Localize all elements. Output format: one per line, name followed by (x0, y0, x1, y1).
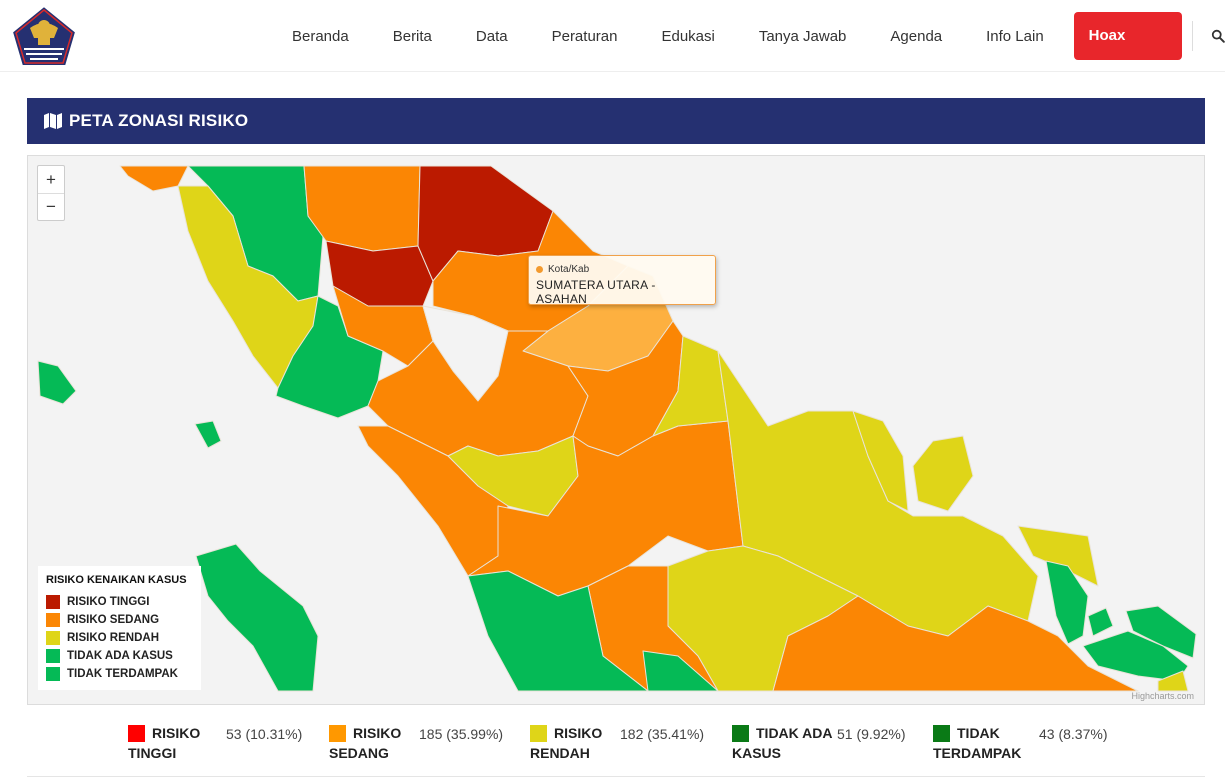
map-canvas[interactable] (28, 156, 1205, 705)
risk-stats: RISIKO TINGGI 53 (10.31%) RISIKO SEDANG … (0, 718, 1225, 768)
stat-label: RISIKO (152, 725, 201, 741)
region-orange[interactable] (119, 165, 189, 192)
stat-label-line2: TINGGI (128, 745, 177, 761)
legend-item-risiko-tinggi[interactable]: RISIKO TINGGI (46, 593, 193, 611)
legend-swatch (46, 649, 60, 663)
region-yellow[interactable] (1157, 670, 1189, 692)
map-icon (44, 113, 62, 129)
stat-risiko-sedang: RISIKO SEDANG 185 (35.99%) (329, 718, 509, 768)
stat-swatch (128, 725, 145, 742)
legend-item-risiko-rendah[interactable]: RISIKO RENDAH (46, 629, 193, 647)
region-orange[interactable] (772, 595, 1139, 692)
tooltip-series-name: Kota/Kab (548, 264, 590, 275)
zoom-in-button[interactable]: + (46, 169, 56, 189)
stat-label-line2: KASUS (732, 745, 782, 761)
legend-label: TIDAK ADA KASUS (67, 650, 173, 662)
nav-peraturan[interactable]: Peraturan (551, 27, 618, 45)
nav-data[interactable]: Data (475, 27, 508, 45)
stat-swatch (732, 725, 749, 742)
legend-label: RISIKO TINGGI (67, 596, 150, 608)
tooltip-dot (536, 266, 543, 273)
legend-item-tidak-terdampak[interactable]: TIDAK TERDAMPAK (46, 665, 193, 683)
region-green[interactable] (467, 570, 649, 692)
stat-swatch (530, 725, 547, 742)
legend-swatch (46, 613, 60, 627)
stat-label-line2: SEDANG (329, 745, 389, 761)
nav-divider (1191, 21, 1193, 51)
region-yellow[interactable] (1017, 525, 1099, 587)
nav-info-lain[interactable]: Info Lain (986, 27, 1044, 45)
search-icon[interactable] (1211, 28, 1225, 44)
zoom-out-button[interactable]: − (38, 193, 64, 220)
legend-swatch (46, 595, 60, 609)
stat-tidak-ada-kasus: TIDAK ADA KASUS 51 (9.92%) (732, 718, 912, 768)
highcharts-credits[interactable]: Highcharts.com (1131, 691, 1194, 701)
stat-value: 182 (35.41%) (620, 726, 705, 742)
stat-value: 185 (35.99%) (419, 726, 504, 742)
nav-berita[interactable]: Berita (392, 27, 432, 45)
header: Beranda Berita Data Peraturan Edukasi Ta… (0, 0, 1225, 92)
stat-value: 43 (8.37%) (1039, 726, 1108, 742)
zoom-controls: + − (37, 165, 65, 221)
region-green[interactable] (37, 360, 77, 405)
tooltip-region-name: SUMATERA UTARA - ASAHAN (536, 278, 656, 306)
main-nav: Beranda Berita Data Peraturan Edukasi Ta… (270, 0, 1225, 92)
legend-swatch (46, 631, 60, 645)
stat-value: 51 (9.92%) (837, 726, 906, 742)
stat-swatch (933, 725, 950, 742)
tooltip-series: Kota/Kab (536, 264, 708, 275)
region-yellow[interactable] (852, 410, 909, 512)
map-legend: RISIKO KENAIKAN KASUS RISIKO TINGGI RISI… (38, 566, 201, 690)
region-green[interactable] (1045, 560, 1089, 645)
stat-label-line2: TERDAMPAK (933, 745, 1022, 761)
nav-agenda[interactable]: Agenda (890, 27, 943, 45)
nav-beranda[interactable]: Beranda (292, 27, 349, 45)
stat-risiko-rendah: RISIKO RENDAH 182 (35.41%) (530, 718, 710, 768)
region-green[interactable] (1087, 607, 1114, 637)
legend-swatch (46, 667, 60, 681)
stat-tidak-terdampak: TIDAK TERDAMPAK 43 (8.37%) (933, 718, 1113, 768)
legend-item-risiko-sedang[interactable]: RISIKO SEDANG (46, 611, 193, 629)
stat-label: RISIKO (554, 725, 603, 741)
section-title: PETA ZONASI RISIKO (69, 111, 249, 130)
region-yellow[interactable] (912, 435, 974, 512)
stat-label-line2: RENDAH (530, 745, 590, 761)
stat-risiko-tinggi: RISIKO TINGGI 53 (10.31%) (128, 718, 308, 768)
map-tooltip: Kota/Kab SUMATERA UTARA - ASAHAN (528, 255, 716, 306)
logo-icon[interactable] (10, 4, 78, 68)
risk-zone-map[interactable]: + − Kota/Kab SUMATERA UTARA - ASAHAN RIS… (27, 155, 1205, 705)
stat-label: TIDAK (957, 725, 1000, 741)
bottom-divider (27, 776, 1205, 777)
nav-edukasi[interactable]: Edukasi (661, 27, 715, 45)
legend-label: TIDAK TERDAMPAK (67, 668, 178, 680)
stat-label: TIDAK ADA (756, 725, 833, 741)
hoax-buster-button[interactable]: Hoax Buster (1073, 12, 1182, 92)
legend-label: RISIKO RENDAH (67, 632, 160, 644)
legend-label: RISIKO SEDANG (67, 614, 160, 626)
region-green[interactable] (195, 543, 319, 692)
region-green[interactable] (1125, 605, 1197, 659)
legend-item-tidak-ada-kasus[interactable]: TIDAK ADA KASUS (46, 647, 193, 665)
stat-swatch (329, 725, 346, 742)
nav-tanya-jawab[interactable]: Tanya Jawab (758, 27, 847, 45)
stat-value: 53 (10.31%) (226, 726, 303, 742)
region-green[interactable] (194, 420, 222, 449)
region-green[interactable] (642, 650, 719, 692)
stat-label: RISIKO (353, 725, 402, 741)
section-title-bar: PETA ZONASI RISIKO (27, 98, 1205, 144)
legend-title: RISIKO KENAIKAN KASUS (46, 574, 187, 586)
